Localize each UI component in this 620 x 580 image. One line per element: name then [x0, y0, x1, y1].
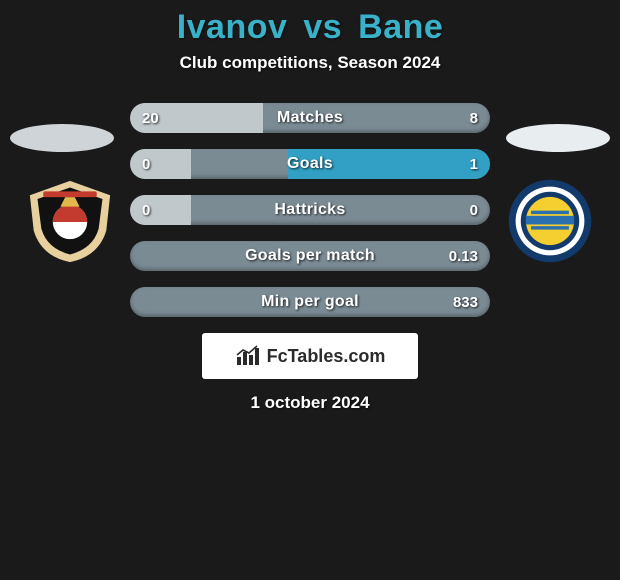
subtitle: Club competitions, Season 2024 [0, 53, 620, 73]
stat-row: 0.13Goals per match [130, 241, 490, 271]
player1-flag-oval [10, 124, 114, 152]
player2-flag-oval [506, 124, 610, 152]
date-label: 1 october 2024 [0, 393, 620, 413]
stat-bars: 208Matches 01Goals 00Hattricks 0.13Goals pe… [130, 103, 490, 317]
stat-row: 00Hattricks [130, 195, 490, 225]
fctables-logo[interactable]: FcTables.com [202, 333, 418, 379]
page-title: Ivanov vs Bane [0, 8, 620, 47]
stat-label: Min per goal [130, 287, 490, 317]
player2-name: Bane [358, 8, 443, 46]
player1-club-crest [22, 178, 118, 264]
player1-name: Ivanov [177, 8, 288, 46]
stat-label: Matches [130, 103, 490, 133]
logo-text: FcTables.com [267, 346, 386, 367]
stat-row: 208Matches [130, 103, 490, 133]
comparison-card: Ivanov vs Bane Club competitions, Season… [0, 0, 620, 413]
vs-label: vs [303, 8, 342, 46]
player2-club-crest [502, 178, 598, 264]
stat-label: Hattricks [130, 195, 490, 225]
stat-row: 01Goals [130, 149, 490, 179]
stat-label: Goals per match [130, 241, 490, 271]
stat-row: 833Min per goal [130, 287, 490, 317]
bar-chart-icon [235, 345, 261, 367]
stat-label: Goals [130, 149, 490, 179]
